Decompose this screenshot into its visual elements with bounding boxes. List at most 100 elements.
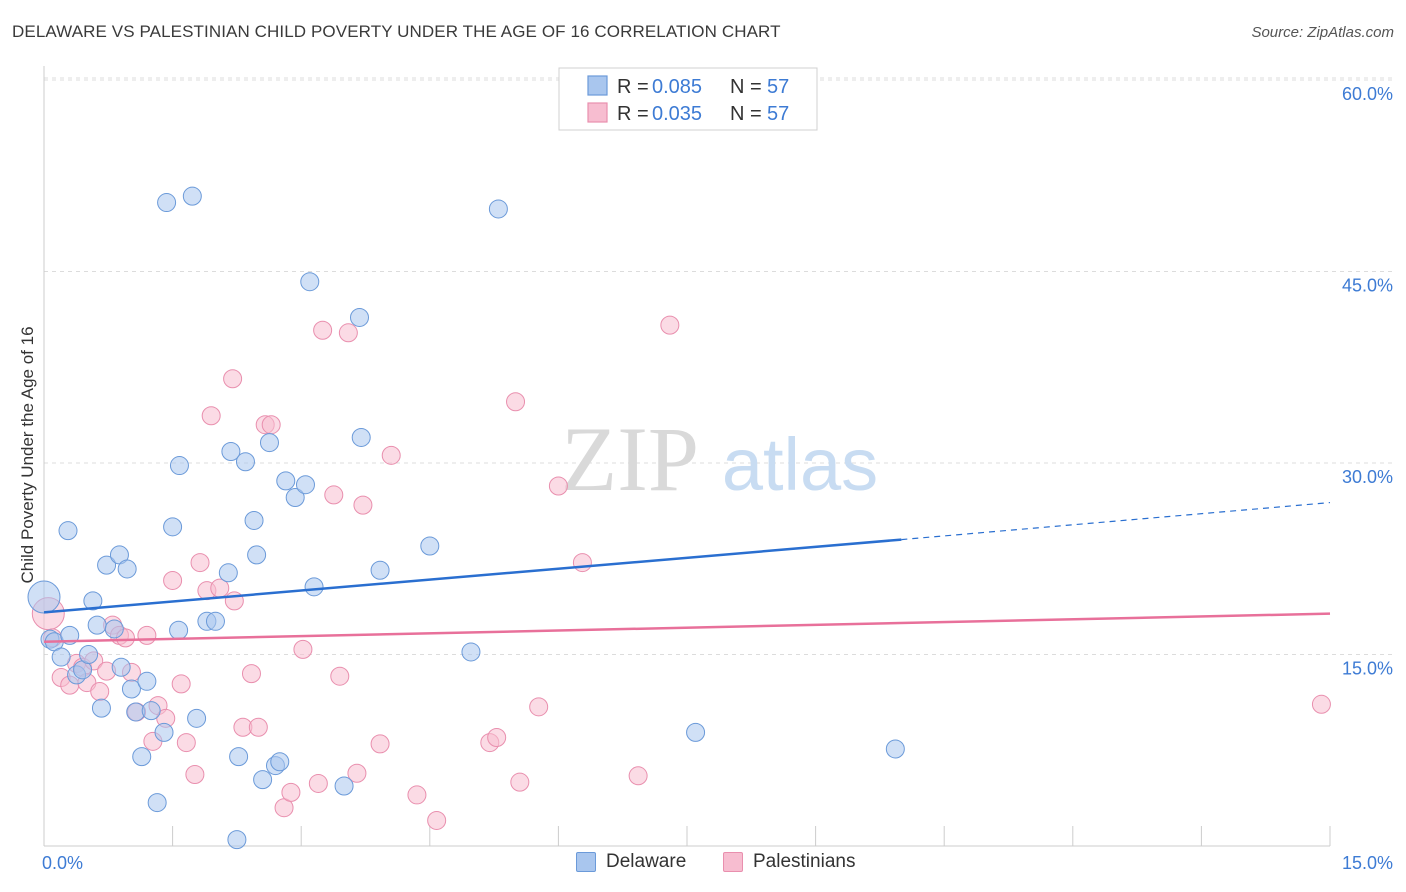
delaware-point-13 xyxy=(104,619,124,639)
delaware-point-56 xyxy=(885,739,905,759)
delaware-point-50 xyxy=(351,427,371,447)
palestinians-trend-line xyxy=(43,612,1331,643)
palestinians-point-54 xyxy=(572,553,592,573)
palestinians-point-47 xyxy=(427,810,447,830)
delaware-point-39 xyxy=(253,770,273,790)
legend-bottom: Delaware Palestinians xyxy=(0,851,1406,877)
legend-bottom-label-palestinians: Palestinians xyxy=(753,851,856,872)
delaware-trend-extension xyxy=(901,501,1331,541)
delaware-point-10 xyxy=(87,615,107,635)
legend-r-value-1: 0.085 xyxy=(652,76,702,98)
legend-n-value-1: 57 xyxy=(767,76,789,98)
palestinians-point-55 xyxy=(628,766,648,786)
watermark-atlas: atlas xyxy=(722,423,878,506)
delaware-point-9 xyxy=(83,591,103,611)
delaware-point-49 xyxy=(349,307,369,327)
palestinians-point-57 xyxy=(1311,694,1331,714)
delaware-point-26 xyxy=(169,620,189,640)
watermark-zip: ZIP xyxy=(561,408,699,510)
palestinians-point-8 xyxy=(90,682,110,702)
palestinians-point-44 xyxy=(370,734,390,754)
delaware-point-0 xyxy=(27,580,61,614)
palestinians-point-43 xyxy=(353,495,373,515)
palestinians-point-42 xyxy=(347,763,367,783)
palestinians-point-30 xyxy=(241,664,261,684)
palestinians-point-31 xyxy=(248,717,268,737)
legend-n-label-1: N = xyxy=(730,76,762,98)
legend-bottom-label-delaware: Delaware xyxy=(606,851,687,872)
legend-swatch-delaware xyxy=(587,75,608,96)
y-tick-label-1: 30.0% xyxy=(1342,467,1393,487)
legend-swatch-palestinians xyxy=(587,102,608,123)
palestinians-point-51 xyxy=(510,772,530,792)
delaware-point-29 xyxy=(187,708,207,728)
delaware-trend-line xyxy=(43,538,902,614)
delaware-point-27 xyxy=(169,456,189,476)
delaware-point-48 xyxy=(334,776,354,796)
delaware-point-22 xyxy=(147,793,167,813)
delaware-point-31 xyxy=(205,611,225,631)
delaware-point-3 xyxy=(51,647,71,667)
palestinians-point-37 xyxy=(308,773,328,793)
delaware-points xyxy=(27,186,905,850)
delaware-point-24 xyxy=(157,193,177,213)
palestinians-point-45 xyxy=(381,445,401,465)
delaware-point-46 xyxy=(295,475,315,495)
palestinians-point-22 xyxy=(185,765,205,785)
palestinians-point-50 xyxy=(506,392,526,412)
delaware-point-55 xyxy=(686,722,706,742)
grid-lines xyxy=(44,77,1394,655)
y-tick-label-0: 15.0% xyxy=(1342,659,1393,679)
legend-bottom-delaware: Delaware xyxy=(576,851,686,873)
delaware-point-38 xyxy=(247,545,267,565)
legend-bottom-palestinians: Palestinians xyxy=(723,851,855,873)
delaware-point-54 xyxy=(488,199,508,219)
delaware-point-8 xyxy=(79,645,99,664)
palestinians-point-41 xyxy=(338,323,358,343)
palestinians-point-35 xyxy=(281,782,301,802)
legend-r-value-2: 0.035 xyxy=(652,103,702,125)
y-tick-label-2: 45.0% xyxy=(1342,276,1393,296)
delaware-point-25 xyxy=(163,517,183,537)
palestinians-point-21 xyxy=(176,733,196,753)
delaware-point-35 xyxy=(229,747,249,767)
x-tick-label-0: 0.0% xyxy=(42,853,83,873)
legend-top: R = 0.085 N = 57 R = 0.035 N = 57 xyxy=(558,67,818,131)
delaware-point-17 xyxy=(121,679,141,699)
delaware-point-32 xyxy=(218,563,238,583)
palestinians-point-53 xyxy=(548,476,568,496)
palestinians-point-25 xyxy=(201,406,221,426)
legend-n-value-2: 57 xyxy=(767,103,789,125)
palestinians-point-39 xyxy=(324,485,344,505)
delaware-point-12 xyxy=(97,555,117,575)
palestinians-point-27 xyxy=(223,369,243,389)
axes xyxy=(43,66,1331,847)
delaware-point-53 xyxy=(461,642,481,662)
delaware-point-42 xyxy=(270,752,290,772)
delaware-point-15 xyxy=(111,657,131,677)
palestinians-point-23 xyxy=(190,553,210,573)
delaware-point-44 xyxy=(285,487,305,507)
delaware-point-20 xyxy=(137,671,157,691)
delaware-point-52 xyxy=(420,536,440,556)
source-label: Source: ZipAtlas.com xyxy=(1251,24,1394,41)
delaware-point-28 xyxy=(182,186,202,206)
palestinians-point-33 xyxy=(261,415,281,435)
delaware-point-40 xyxy=(259,433,279,453)
y-tick-label-3: 60.0% xyxy=(1342,84,1393,104)
palestinians-point-20 xyxy=(171,674,191,694)
delaware-point-33 xyxy=(221,442,241,462)
delaware-point-23 xyxy=(154,722,174,742)
delaware-point-37 xyxy=(244,510,264,530)
delaware-point-45 xyxy=(300,272,320,292)
palestinians-point-52 xyxy=(529,697,549,717)
legend-bottom-swatch-palestinians xyxy=(723,852,743,872)
palestinians-point-49 xyxy=(487,727,507,747)
delaware-point-11 xyxy=(91,698,111,718)
trend-lines xyxy=(43,501,1331,643)
legend-r-label-2: R = xyxy=(617,103,649,125)
delaware-point-47 xyxy=(304,577,324,597)
delaware-point-51 xyxy=(370,560,390,580)
palestinians-point-56 xyxy=(660,315,680,335)
